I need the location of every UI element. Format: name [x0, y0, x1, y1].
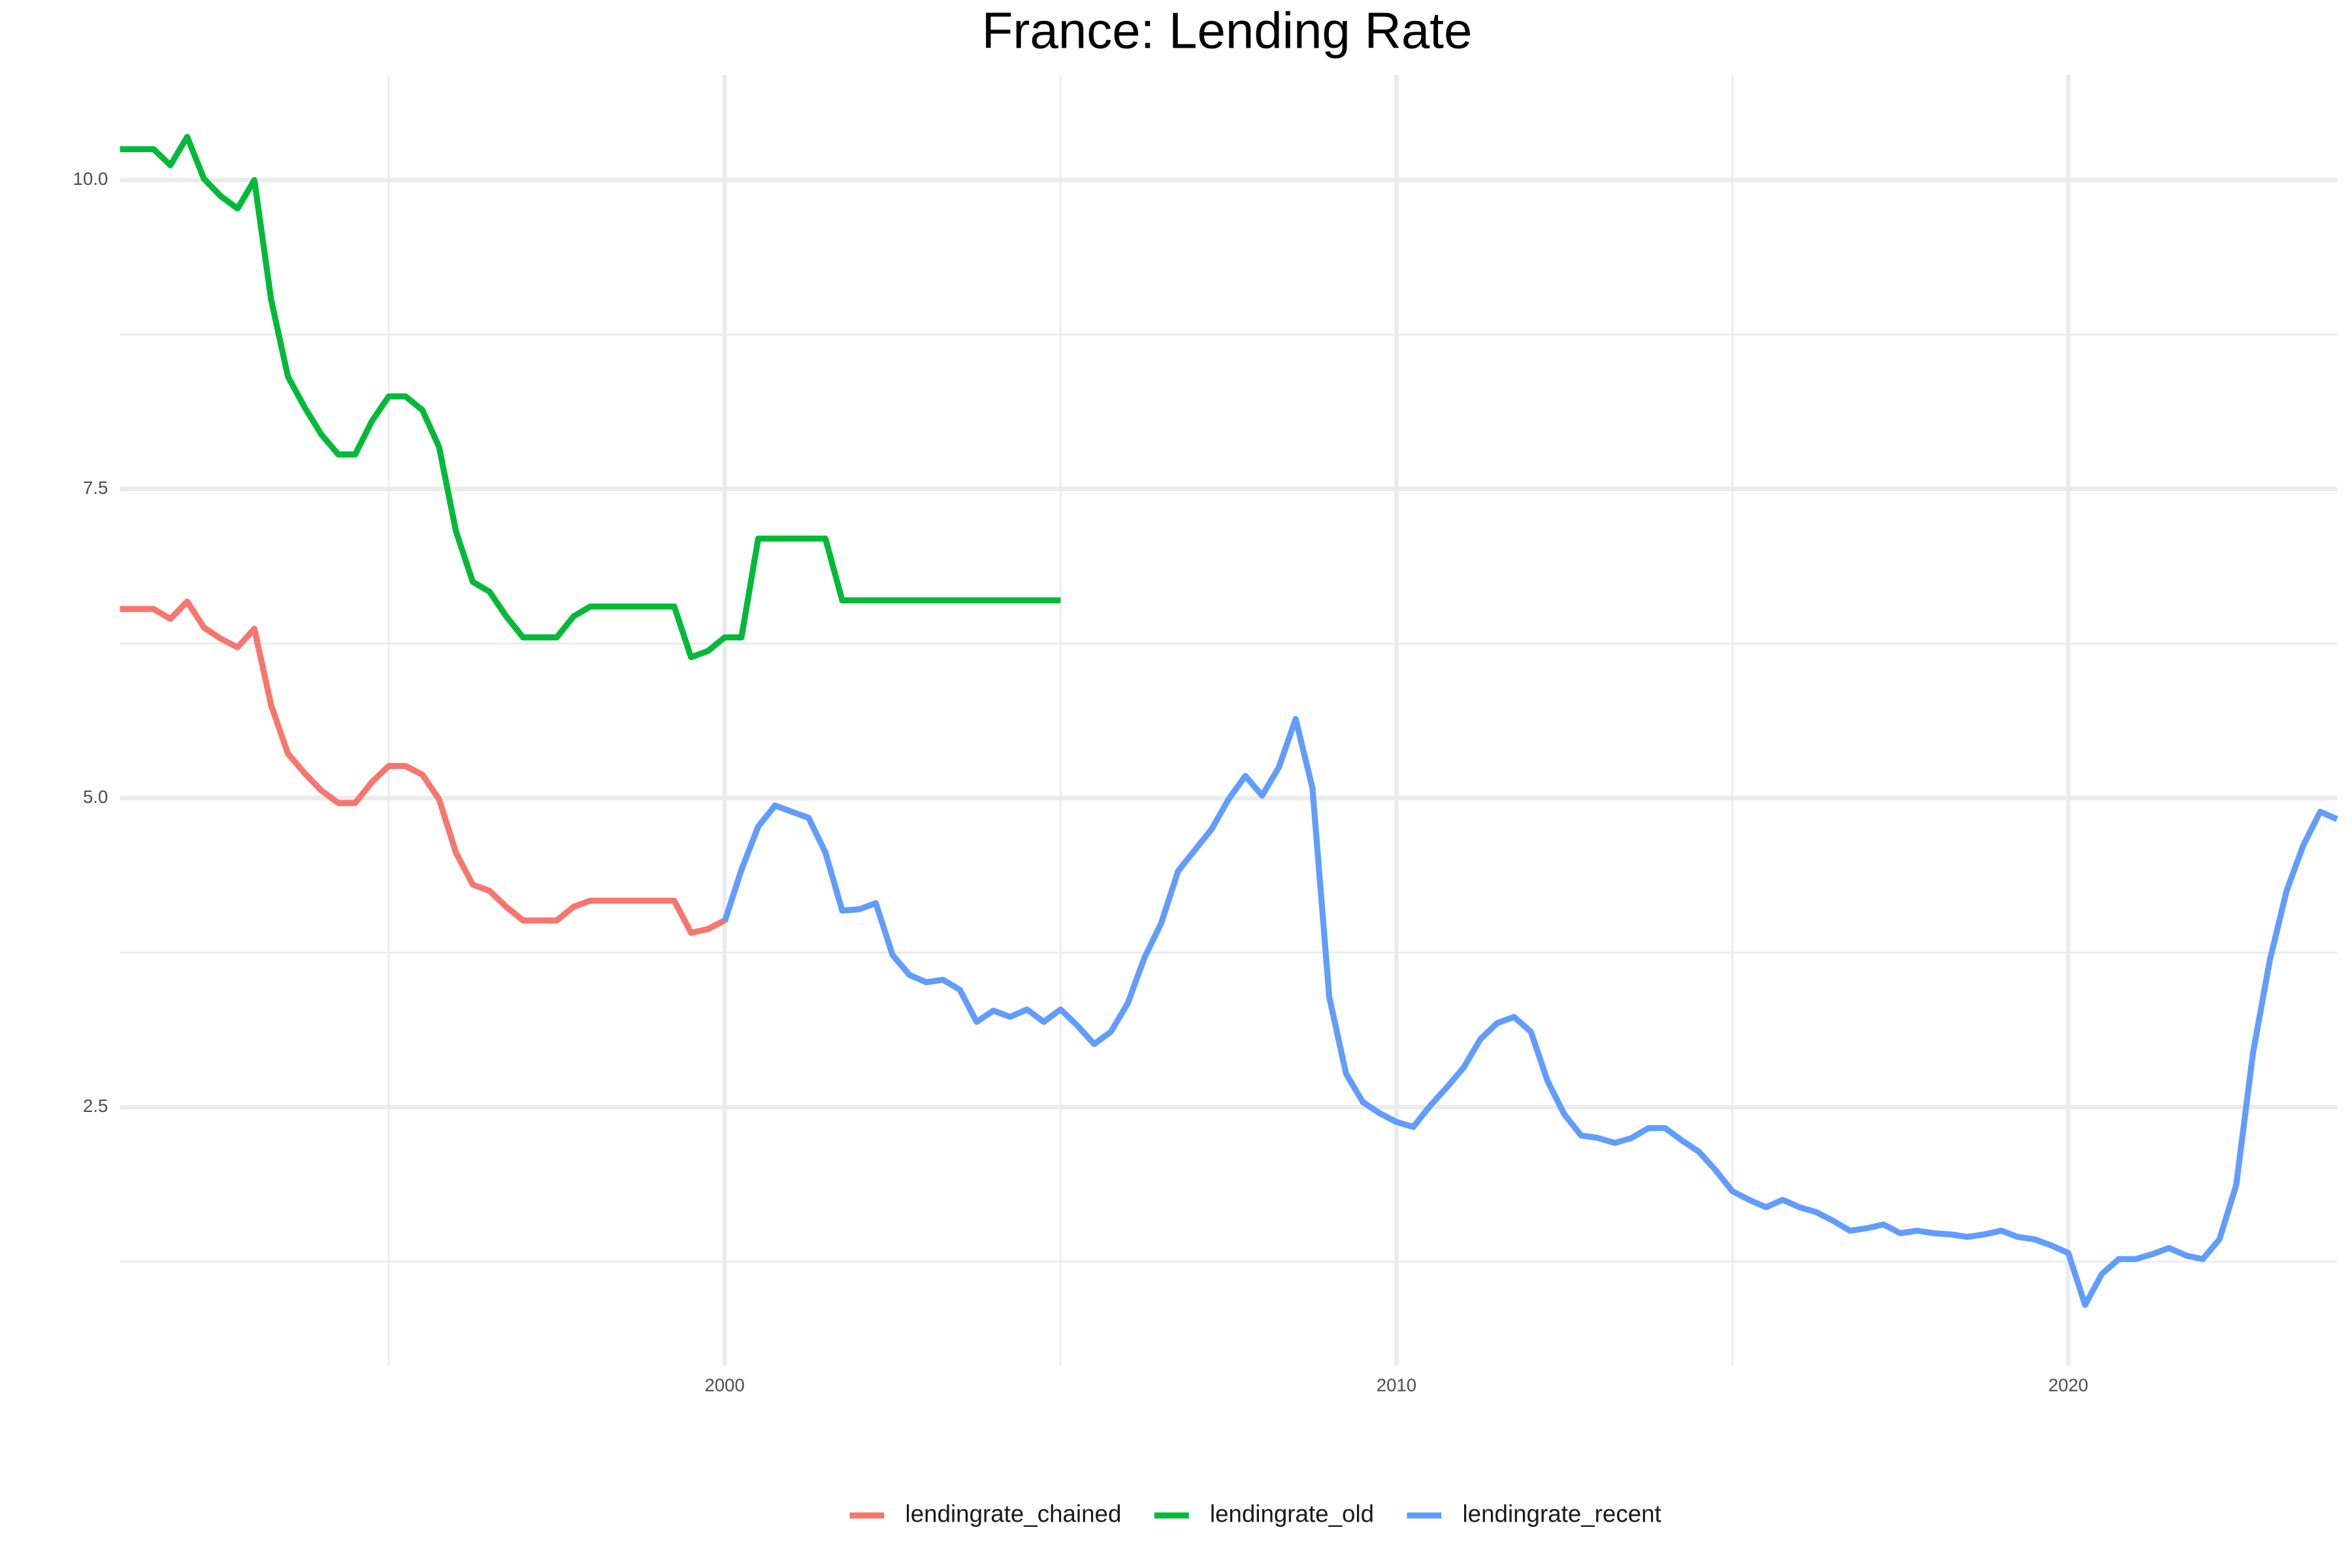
y-tick-label: 5.0 [83, 787, 108, 807]
plot-lines [120, 133, 2338, 1308]
legend-label: lendingrate_chained [906, 1500, 1122, 1527]
x-tick-label: 2020 [2048, 1375, 2088, 1395]
series-line [721, 715, 2338, 1308]
x-tick-label: 2010 [1377, 1375, 1416, 1395]
legend-label: lendingrate_recent [1463, 1500, 1661, 1527]
legend-item: lendingrate_recent [1407, 1500, 1661, 1527]
legend-item: lendingrate_old [1154, 1500, 1374, 1527]
series-line [120, 598, 727, 936]
chart-title: France: Lending Rate [982, 1, 1473, 59]
legend-item: lendingrate_chained [849, 1500, 1122, 1527]
legend: lendingrate_chained lendingrate_old lendin… [849, 1500, 1661, 1527]
y-tick-label: 2.5 [83, 1096, 108, 1116]
legend-label: lendingrate_old [1210, 1500, 1374, 1527]
x-tick-label: 2000 [705, 1375, 745, 1395]
series-line [120, 133, 1061, 661]
y-tick-label: 10.0 [73, 169, 108, 189]
y-tick-label: 7.5 [83, 478, 108, 498]
grid: 2.5 5.0 7.5 10.0 2000 2010 2020 [73, 74, 2338, 1395]
